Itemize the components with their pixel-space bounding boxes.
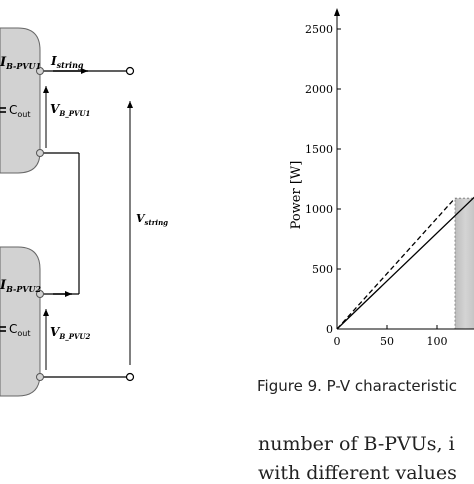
y-tick-label: 2500 xyxy=(305,23,333,36)
pvu1-block xyxy=(0,27,41,174)
node-1a xyxy=(36,67,44,75)
label-i-string: Istring xyxy=(50,54,84,70)
shaded-region xyxy=(454,197,474,330)
y-axis-arrowhead xyxy=(334,8,340,16)
label-i-pvu1: IB-PVU1 xyxy=(0,55,41,71)
figure-caption: Figure 9. P-V characteristic xyxy=(257,377,458,395)
capacitor-1-icon xyxy=(0,107,6,113)
x-tick-label: 0 xyxy=(334,335,341,348)
node-2a xyxy=(36,290,44,298)
label-v-string: Vstring xyxy=(136,212,168,227)
figure-canvas: IB-PVU1 Istring Cout VB_PVU1 Vstring IB-… xyxy=(0,8,474,397)
terminal-bottom xyxy=(125,372,135,382)
label-cout-2: Cout xyxy=(9,322,31,338)
series-line-solid xyxy=(336,196,474,330)
x-tick-label: 100 xyxy=(427,335,448,348)
label-v-pvu1: VB_PVU1 xyxy=(50,102,90,118)
node-1b xyxy=(36,149,44,157)
body-text-line-2: with different values xyxy=(258,462,457,484)
pv-chart: 0 500 1000 1500 2000 2500 0 50 100 Power [W] xyxy=(289,8,474,348)
capacitor-2-icon xyxy=(0,326,6,332)
pvu2-block xyxy=(0,246,41,397)
y-tick-label: 500 xyxy=(312,263,333,276)
y-axis-label: Power [W] xyxy=(289,161,304,230)
series-line-dashed xyxy=(336,197,456,330)
x-ticks: 0 50 100 xyxy=(334,325,448,348)
y-tick-label: 1500 xyxy=(305,143,333,156)
y-ticks: 0 500 1000 1500 2000 2500 xyxy=(305,23,341,336)
x-tick-label: 50 xyxy=(380,335,394,348)
node-2b xyxy=(36,373,44,381)
terminal-top xyxy=(125,66,135,76)
series-group xyxy=(336,196,474,330)
circuit-diagram: IB-PVU1 Istring Cout VB_PVU1 Vstring IB-… xyxy=(0,27,168,397)
y-tick-label: 1000 xyxy=(305,203,333,216)
body-text-line-1: number of B-PVUs, i xyxy=(258,433,455,455)
y-tick-label: 0 xyxy=(326,323,333,336)
label-cout-1: Cout xyxy=(9,103,31,119)
label-v-pvu2: VB_PVU2 xyxy=(50,325,91,341)
y-tick-label: 2000 xyxy=(305,83,333,96)
label-i-pvu2: IB-PVU2 xyxy=(0,278,42,294)
